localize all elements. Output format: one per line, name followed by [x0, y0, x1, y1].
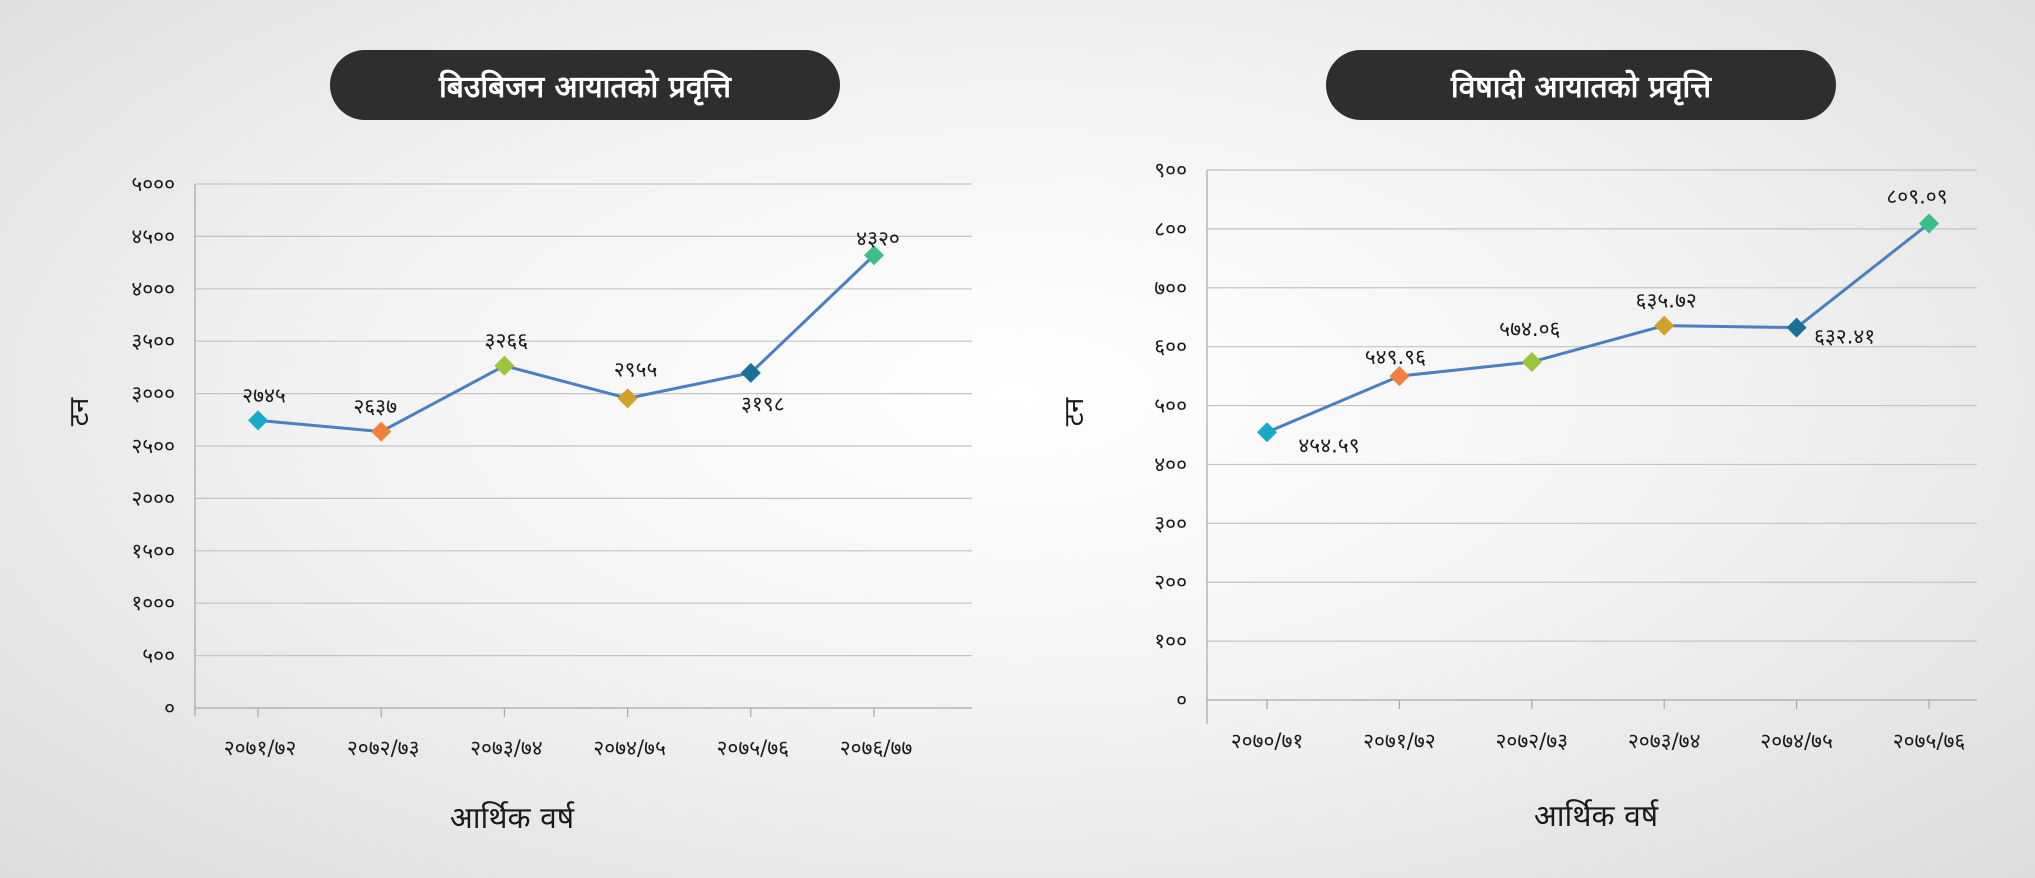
- x-tick-label: २०७६/७७: [840, 736, 913, 760]
- x-axis-title: आर्थिक वर्ष: [450, 801, 575, 836]
- y-tick-label: ५००: [1154, 394, 1187, 418]
- y-tick-label: ३०००: [131, 382, 175, 406]
- data-point-marker: [740, 362, 761, 383]
- y-tick-label: ०: [1176, 688, 1187, 712]
- y-axis-title: टन: [64, 397, 95, 427]
- y-tick-label: ८००: [1154, 217, 1187, 241]
- data-point-marker: [248, 410, 268, 431]
- data-point-marker: [1521, 351, 1542, 372]
- data-label: ६३२.४१: [1814, 325, 1875, 349]
- y-tick-label: ४००: [1154, 452, 1187, 476]
- x-tick-label: २०७३/७४: [1628, 729, 1701, 753]
- data-point-marker: [1786, 317, 1807, 338]
- data-point-marker: [1257, 422, 1277, 443]
- data-label: ८०९.०९: [1886, 185, 1947, 209]
- y-tick-label: ७००: [1154, 276, 1187, 300]
- y-tick-label: २००: [1154, 570, 1187, 594]
- y-tick-label: १०००: [131, 591, 175, 615]
- data-label: २६३७: [353, 395, 397, 419]
- data-label: ६३५.७२: [1636, 289, 1697, 313]
- data-label: ४३२०: [856, 226, 900, 250]
- x-tick-label: २०७२/७३: [1495, 729, 1568, 753]
- x-tick-label: २०७२/७३: [347, 736, 420, 760]
- x-tick-label: २०७१/७२: [1363, 729, 1436, 753]
- data-label: २७४५: [242, 383, 286, 407]
- y-tick-label: ३००: [1154, 511, 1187, 535]
- y-axis-title: टन: [1059, 397, 1090, 427]
- x-tick-label: २०७५/७६: [1893, 729, 1966, 753]
- y-tick-label: ०: [164, 696, 175, 720]
- chart-title-seed-import: बिउबिजन आयातको प्रवृत्ति: [330, 50, 840, 120]
- chart-title-pesticide-import: विषादी आयातको प्रवृत्ति: [1326, 50, 1836, 120]
- series-line: [257, 254, 876, 434]
- y-tick-label: ४५००: [131, 224, 175, 248]
- y-tick-label: ३५००: [131, 329, 175, 353]
- data-label: २९५५: [614, 357, 658, 381]
- data-point-marker: [1919, 213, 1939, 234]
- y-tick-label: ४०००: [131, 277, 175, 301]
- data-point-marker: [371, 421, 392, 442]
- series-line: [1266, 222, 1930, 434]
- x-tick-label: २०७४/७५: [593, 736, 666, 760]
- x-axis-title: आर्थिक वर्ष: [1534, 799, 1659, 834]
- data-point-marker: [864, 245, 884, 266]
- data-label: ५४९.९६: [1365, 345, 1426, 369]
- y-tick-label: ६००: [1154, 335, 1187, 359]
- y-tick-label: २५००: [131, 434, 175, 458]
- data-label: ४५४.५९: [1298, 433, 1359, 457]
- data-label: ५७४.०६: [1499, 317, 1560, 341]
- data-point-marker: [1389, 366, 1410, 387]
- data-point-marker: [617, 388, 638, 409]
- x-tick-label: २०७३/७४: [470, 736, 543, 760]
- x-tick-label: २०७५/७६: [716, 736, 789, 760]
- data-point-marker: [1654, 315, 1675, 336]
- x-tick-label: २०७०/७१: [1231, 729, 1304, 753]
- y-tick-label: १००: [1154, 629, 1187, 653]
- y-tick-label: ९००: [1154, 158, 1187, 182]
- y-tick-label: १५००: [131, 539, 175, 563]
- x-tick-label: २०७१/७२: [224, 736, 297, 760]
- data-point-marker: [494, 355, 515, 376]
- y-tick-label: २०००: [131, 486, 175, 510]
- data-label: ३२६६: [485, 329, 529, 353]
- data-label: ३१९८: [741, 392, 785, 416]
- x-tick-label: २०७४/७५: [1760, 729, 1833, 753]
- y-tick-label: ५००: [142, 644, 175, 668]
- y-tick-label: ५०००: [131, 172, 175, 196]
